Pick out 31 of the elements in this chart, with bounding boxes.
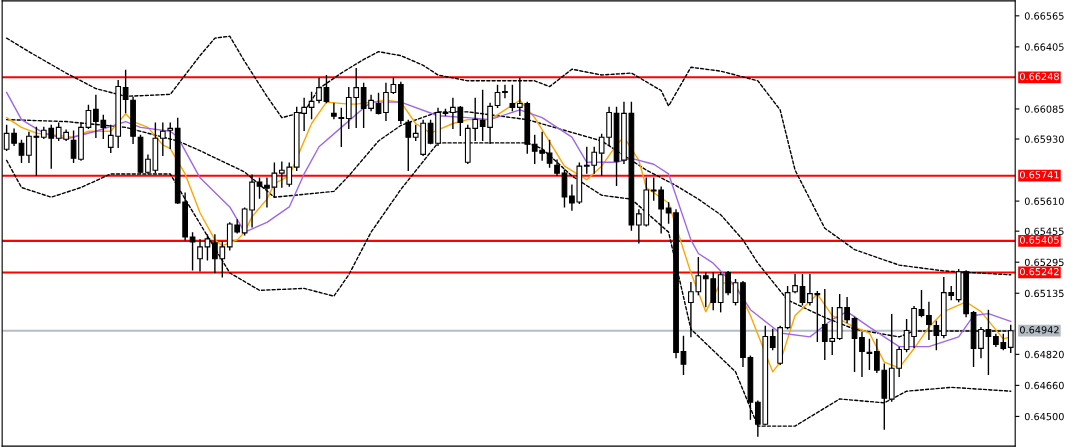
y-tick-label: 0.66565 <box>1024 12 1064 20</box>
candlestick <box>167 122 174 150</box>
y-tick-label: 0.65135 <box>1024 289 1064 298</box>
candlestick <box>122 69 129 114</box>
y-tick-label: 0.65610 <box>1024 197 1064 205</box>
y-tick-label: 0.65295 <box>1024 258 1064 267</box>
ref-line-label: 0.64942 <box>1020 326 1059 334</box>
ref-line-label: 0.65405 <box>1020 236 1059 244</box>
candlestick <box>792 274 798 294</box>
candlestick <box>680 335 687 376</box>
y-tick-label: 0.64660 <box>1024 381 1064 390</box>
candlestick <box>405 119 412 171</box>
candlestick <box>859 331 865 377</box>
candlestick <box>189 232 196 271</box>
y-tick-label: 0.66405 <box>1024 43 1064 51</box>
candlestick <box>331 102 337 120</box>
candlestick <box>338 107 345 147</box>
y-tick-label: 0.66085 <box>1024 105 1064 113</box>
ref-line-label: 0.65741 <box>1020 171 1059 179</box>
candlestick <box>509 84 516 112</box>
y-tick-label: 0.65930 <box>1024 135 1064 143</box>
ref-line-label: 0.65242 <box>1020 267 1059 276</box>
candlestick <box>502 84 508 99</box>
ref-line-label: 0.66248 <box>1020 72 1059 81</box>
y-tick-label: 0.64820 <box>1024 350 1064 359</box>
candlestick <box>866 338 873 370</box>
candlestick <box>308 91 315 120</box>
y-tick-label: 0.65455 <box>1024 227 1064 235</box>
y-tick-label: 0.64500 <box>1024 412 1064 421</box>
candlestick <box>159 122 166 157</box>
candlestick <box>256 177 263 199</box>
